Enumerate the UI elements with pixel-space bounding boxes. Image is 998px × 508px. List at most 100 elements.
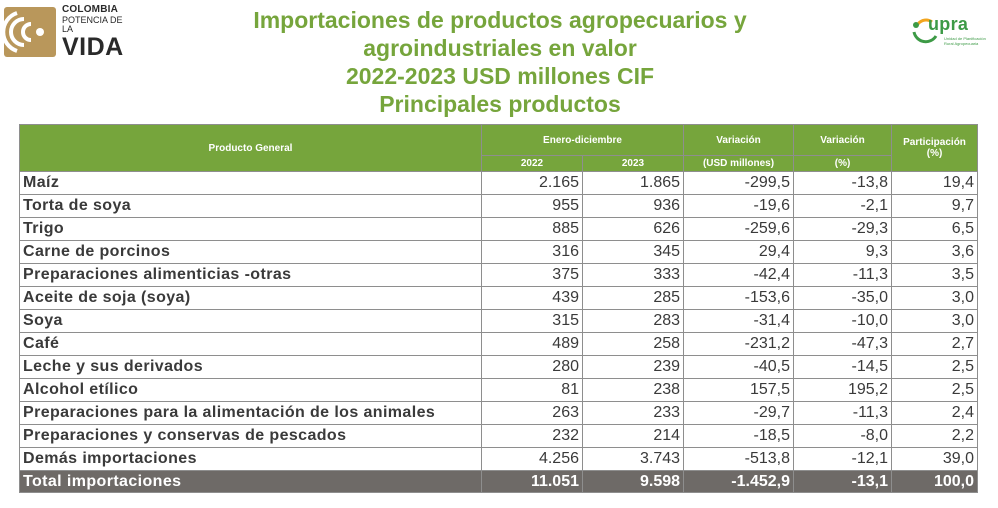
table-row: Preparaciones para la alimentación de lo…: [19, 401, 979, 425]
header-var-pct-top: Variación: [793, 124, 893, 156]
cell-product: Alcohol etílico: [19, 378, 482, 402]
table-row: Demás importaciones 4.256 3.743 -513,8 -12,1…: [19, 447, 979, 471]
cell-var-pct: -10,0: [793, 309, 893, 333]
table-row: Leche y sus derivados 280 239 -40,5 -14,5 2,5: [19, 355, 979, 379]
cell-share: 2,4: [891, 401, 979, 425]
cell-2022: 4.256: [481, 447, 583, 471]
header-share-bottom: (%): [926, 148, 943, 159]
header-share-top: Participación: [903, 137, 966, 148]
table-row: Maíz 2.165 1.865 -299,5 -13,8 19,4: [19, 171, 979, 195]
cell-share: 2,7: [891, 332, 979, 356]
upra-subtitle: Unidad de Planificación Rural Agropecuar…: [944, 36, 986, 46]
title-line-4: Principales productos: [379, 91, 621, 117]
cell-2023: 936: [581, 194, 685, 218]
cell-2022: 375: [481, 263, 583, 287]
header-var-pct-bottom: (%): [793, 155, 893, 172]
table-row: Aceite de soja (soya) 439 285 -153,6 -35,0 3,…: [19, 286, 979, 310]
header-product: Producto General: [19, 124, 482, 172]
cell-share: 9,7: [891, 194, 979, 218]
cell-2022: 280: [481, 355, 583, 379]
cell-product: Café: [19, 332, 482, 356]
brand-line-3: VIDA: [62, 32, 124, 61]
cell-product: Preparaciones y conservas de pescados: [19, 424, 482, 448]
cell-var-usd: -18,5: [683, 424, 795, 448]
cell-var-usd: -29,7: [683, 401, 795, 425]
cell-var-usd: -513,8: [683, 447, 795, 471]
imports-table: Producto General Enero-diciembre Variaci…: [19, 124, 979, 493]
total-var-usd: -1.452,9: [683, 470, 795, 493]
header-period: Enero-diciembre: [480, 124, 685, 156]
cell-2022: 2.165: [481, 171, 583, 195]
cell-2022: 315: [481, 309, 583, 333]
cell-var-pct: -11,3: [793, 401, 893, 425]
cell-2023: 345: [581, 240, 685, 264]
cell-2023: 238: [581, 378, 685, 402]
table-row: Preparaciones y conservas de pescados 232…: [19, 424, 979, 448]
cell-2022: 316: [481, 240, 583, 264]
cell-product: Aceite de soja (soya): [19, 286, 482, 310]
cell-share: 6,5: [891, 217, 979, 241]
title-line-2: agroindustriales en valor: [363, 35, 637, 61]
table-row: Soya 315 283 -31,4 -10,0 3,0: [19, 309, 979, 333]
cell-2023: 239: [581, 355, 685, 379]
cell-2022: 263: [481, 401, 583, 425]
cell-2022: 955: [481, 194, 583, 218]
table-row: Torta de soya 955 936 -19,6 -2,1 9,7: [19, 194, 979, 218]
cell-2023: 3.743: [581, 447, 685, 471]
cell-var-usd: -259,6: [683, 217, 795, 241]
cell-product: Trigo: [19, 217, 482, 241]
colombia-potencia-logo: COLOMBIA POTENCIA DE LA VIDA: [1, 3, 136, 61]
cell-var-pct: -29,3: [793, 217, 893, 241]
header-year-2022: 2022: [481, 155, 583, 172]
cell-2023: 214: [581, 424, 685, 448]
cell-product: Torta de soya: [19, 194, 482, 218]
cell-var-pct: -11,3: [793, 263, 893, 287]
cell-2023: 233: [581, 401, 685, 425]
cell-product: Carne de porcinos: [19, 240, 482, 264]
cell-share: 2,5: [891, 378, 979, 402]
header-var-usd-top: Variación: [683, 124, 795, 156]
cell-var-usd: -42,4: [683, 263, 795, 287]
cell-2023: 258: [581, 332, 685, 356]
cell-share: 19,4: [891, 171, 979, 195]
cell-2022: 232: [481, 424, 583, 448]
table-row: Café 489 258 -231,2 -47,3 2,7: [19, 332, 979, 356]
table-row: Alcohol etílico 81 238 157,5 195,2 2,5: [19, 378, 979, 402]
cell-share: 3,0: [891, 309, 979, 333]
cell-var-usd: -153,6: [683, 286, 795, 310]
table-row: Preparaciones alimenticias -otras 375 333-…: [19, 263, 979, 287]
brand-line-1: COLOMBIA: [62, 3, 119, 15]
cell-var-pct: 9,3: [793, 240, 893, 264]
cell-2022: 489: [481, 332, 583, 356]
table-row: Carne de porcinos 316 345 29,4 9,3 3,6: [19, 240, 979, 264]
total-2022: 11.051: [481, 470, 583, 493]
upra-logo: upra Unidad de Planificación Rural Agrop…: [904, 12, 994, 52]
total-2023: 9.598: [581, 470, 685, 493]
cell-var-usd: -299,5: [683, 171, 795, 195]
colombia-logo-icon: [1, 7, 56, 57]
cell-var-pct: -47,3: [793, 332, 893, 356]
cell-var-usd: 157,5: [683, 378, 795, 402]
title-line-1: Importaciones de productos agropecuarios…: [253, 7, 747, 33]
cell-2023: 626: [581, 217, 685, 241]
cell-var-pct: -13,8: [793, 171, 893, 195]
cell-share: 2,5: [891, 355, 979, 379]
cell-var-pct: -14,5: [793, 355, 893, 379]
cell-share: 2,2: [891, 424, 979, 448]
cell-product: Maíz: [19, 171, 482, 195]
cell-share: 3,6: [891, 240, 979, 264]
cell-product: Demás importaciones: [19, 447, 482, 471]
cell-var-pct: -35,0: [793, 286, 893, 310]
cell-share: 39,0: [891, 447, 979, 471]
cell-2022: 439: [481, 286, 583, 310]
cell-share: 3,5: [891, 263, 979, 287]
cell-var-pct: -8,0: [793, 424, 893, 448]
header-year-2023: 2023: [581, 155, 685, 172]
cell-var-usd: 29,4: [683, 240, 795, 264]
cell-product: Leche y sus derivados: [19, 355, 482, 379]
total-label: Total importaciones: [19, 470, 482, 493]
total-var-pct: -13,1: [793, 470, 893, 493]
cell-var-usd: -31,4: [683, 309, 795, 333]
page-title: Importaciones de productos agropecuarios…: [200, 6, 800, 118]
cell-share: 3,0: [891, 286, 979, 310]
